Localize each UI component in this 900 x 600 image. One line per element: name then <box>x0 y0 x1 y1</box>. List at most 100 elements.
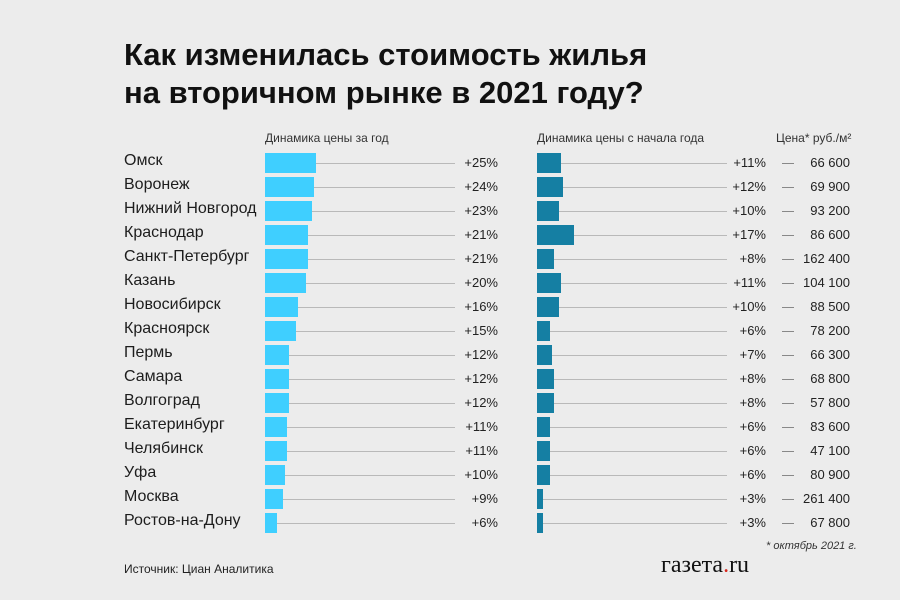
city-label: Новосибирск <box>124 296 221 313</box>
annual-value-label: +25% <box>464 155 498 170</box>
ytd-bar <box>537 489 544 509</box>
title-line-1: Как изменилась стоимость жилья <box>124 37 648 72</box>
ytd-value-label: +8% <box>739 395 766 410</box>
price-value: 93 200 <box>810 203 850 218</box>
ytd-guide-line <box>537 523 727 524</box>
price-dash <box>782 187 794 188</box>
ytd-column-header: Динамика цены с начала года <box>537 131 705 145</box>
price-value: 66 600 <box>810 155 850 170</box>
source-note: Источник: Циан Аналитика <box>124 562 274 576</box>
annual-value-label: +20% <box>464 275 498 290</box>
price-value: 47 100 <box>810 443 850 458</box>
price-value: 88 500 <box>810 299 850 314</box>
ytd-guide-line <box>537 403 727 404</box>
price-dash <box>782 235 794 236</box>
ytd-value-label: +10% <box>732 203 766 218</box>
ytd-value-label: +11% <box>733 275 766 290</box>
ytd-bar <box>537 273 561 293</box>
ytd-bar <box>537 201 559 221</box>
annual-guide-line <box>265 331 455 332</box>
ytd-bar <box>537 249 555 269</box>
price-dash <box>782 451 794 452</box>
price-value: 162 400 <box>803 251 850 266</box>
city-label: Уфа <box>124 464 157 481</box>
city-label: Пермь <box>124 344 173 361</box>
logo-dot: . <box>723 552 730 578</box>
annual-value-label: +6% <box>471 515 498 530</box>
annual-value-label: +23% <box>464 203 498 218</box>
annual-value-label: +11% <box>465 419 498 434</box>
annual-value-label: +16% <box>464 299 498 314</box>
price-value: 66 300 <box>810 347 850 362</box>
annual-guide-line <box>265 235 455 236</box>
price-dash <box>782 355 794 356</box>
ytd-bar <box>537 225 574 245</box>
annual-guide-line <box>265 403 455 404</box>
logo-domain: ru <box>729 552 750 578</box>
annual-guide-line <box>265 499 455 500</box>
city-label: Волгоград <box>124 392 200 409</box>
annual-column-header: Динамика цены за год <box>265 131 389 145</box>
city-label: Омск <box>124 152 163 169</box>
ytd-guide-line <box>537 307 727 308</box>
ytd-value-label: +6% <box>739 443 766 458</box>
city-label: Воронеж <box>124 176 190 193</box>
ytd-value-label: +6% <box>739 323 766 338</box>
annual-guide-line <box>265 451 455 452</box>
city-label: Казань <box>124 272 176 289</box>
ytd-value-label: +12% <box>732 179 766 194</box>
price-column-header: Цена* руб./м² <box>776 131 852 145</box>
annual-bar <box>265 489 284 509</box>
price-value: 80 900 <box>810 467 850 482</box>
city-label: Красноярск <box>124 320 210 337</box>
ytd-guide-line <box>537 187 727 188</box>
annual-bar <box>265 345 290 365</box>
ytd-guide-line <box>537 451 727 452</box>
annual-value-label: +9% <box>471 491 498 506</box>
ytd-bar <box>537 417 550 437</box>
annual-guide-line <box>265 355 455 356</box>
ytd-value-label: +3% <box>739 515 766 530</box>
ytd-guide-line <box>537 283 727 284</box>
price-dash <box>782 331 794 332</box>
city-label: Челябинск <box>124 440 203 457</box>
price-dash <box>782 211 794 212</box>
ytd-value-label: +7% <box>739 347 766 362</box>
ytd-value-label: +8% <box>739 251 766 266</box>
logo-text: газета <box>661 552 724 578</box>
annual-bar <box>265 297 298 317</box>
price-dash <box>782 283 794 284</box>
city-label: Нижний Новгород <box>124 200 257 217</box>
price-value: 67 800 <box>810 515 850 530</box>
ytd-bar <box>537 177 563 197</box>
ytd-value-label: +10% <box>732 299 766 314</box>
price-dash <box>782 163 794 164</box>
annual-value-label: +10% <box>464 467 498 482</box>
price-value: 69 900 <box>810 179 850 194</box>
annual-bar <box>265 249 308 269</box>
annual-bar <box>265 393 290 413</box>
ytd-guide-line <box>537 331 727 332</box>
annual-guide-line <box>265 475 455 476</box>
price-dash <box>782 475 794 476</box>
price-dash <box>782 499 794 500</box>
annual-value-label: +21% <box>464 251 498 266</box>
price-value: 261 400 <box>803 491 850 506</box>
ytd-guide-line <box>537 427 727 428</box>
annual-value-label: +12% <box>464 371 498 386</box>
city-label: Санкт-Петербург <box>124 248 250 265</box>
ytd-value-label: +17% <box>732 227 766 242</box>
price-value: 68 800 <box>810 371 850 386</box>
price-value: 104 100 <box>803 275 850 290</box>
price-value: 86 600 <box>810 227 850 242</box>
annual-bar <box>265 273 306 293</box>
city-label: Краснодар <box>124 224 204 241</box>
annual-guide-line <box>265 523 455 524</box>
annual-bar <box>265 225 308 245</box>
annual-bar <box>265 417 288 437</box>
annual-value-label: +24% <box>464 179 498 194</box>
city-label: Самара <box>124 368 183 385</box>
annual-bar <box>265 441 288 461</box>
annual-bar <box>265 465 286 485</box>
